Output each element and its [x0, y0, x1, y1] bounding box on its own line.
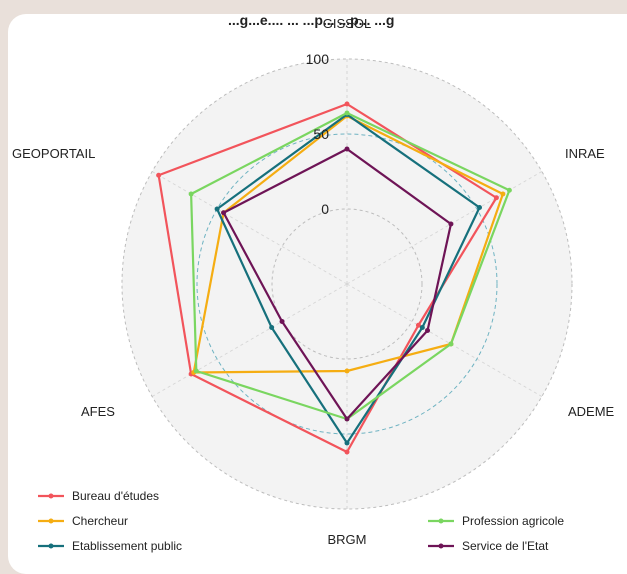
series-point: [344, 416, 350, 422]
series-point: [500, 191, 506, 197]
axis-label-geoportail: GEOPORTAIL: [12, 146, 95, 161]
legend: Bureau d'études Chercheur Etablissement pu…: [38, 489, 564, 553]
series-point: [188, 191, 194, 197]
axis-labels: GISSOL INRAE ADEME BRGM AFES GEOPORTAIL: [12, 16, 615, 547]
radial-tick-0: 0: [321, 201, 329, 217]
chart-title-partial: ...g...e.... ... ...p... ...p... ...g: [228, 12, 395, 28]
series-point: [344, 368, 350, 374]
series-point: [344, 449, 350, 455]
series-point: [344, 440, 350, 446]
series-point: [221, 210, 227, 216]
legend-swatch-dot: [438, 518, 444, 524]
series-point: [448, 221, 454, 227]
axis-label-brgm: BRGM: [328, 532, 367, 547]
series-point: [279, 319, 285, 324]
series-point: [269, 325, 275, 330]
series-point: [419, 325, 425, 330]
legend-label: Service de l'Etat: [462, 539, 549, 553]
legend-label: Chercheur: [72, 514, 128, 528]
series-point: [506, 187, 512, 193]
axis-label-gissol: GISSOL: [323, 16, 371, 31]
series-point: [156, 172, 162, 178]
legend-swatch-dot: [48, 518, 54, 524]
series-point: [214, 206, 220, 212]
series-point: [344, 110, 350, 116]
radar-spoke: [151, 171, 348, 285]
legend-label: Etablissement public: [72, 539, 182, 553]
radial-tick-50: 50: [313, 126, 329, 142]
axis-label-afes: AFES: [81, 404, 115, 419]
series-point: [493, 195, 499, 201]
radar-grid: [121, 58, 573, 510]
series-point: [477, 205, 483, 210]
radar-spoke: [346, 283, 543, 397]
series-point: [344, 101, 350, 107]
series-point: [415, 322, 421, 328]
series-point: [448, 341, 454, 347]
legend-label: Profession agricole: [462, 514, 564, 528]
axis-label-ademe: ADEME: [568, 404, 615, 419]
radial-tick-labels: 0 50 100: [306, 51, 330, 217]
series-layer: [156, 101, 512, 455]
ring-50: [196, 133, 498, 435]
ring-0: [271, 208, 423, 360]
legend-swatch-dot: [48, 543, 54, 549]
radar-spoke: [151, 283, 348, 397]
legend-label: Bureau d'études: [72, 489, 159, 503]
radar-chart: GISSOL INRAE ADEME BRGM AFES GEOPORTAIL 0 50 10…: [12, 16, 615, 553]
series-point: [193, 368, 199, 374]
legend-swatch-dot: [438, 543, 444, 549]
radial-tick-100: 100: [306, 51, 330, 67]
series-point: [425, 328, 431, 333]
ring-100: [121, 58, 573, 510]
axis-label-inrae: INRAE: [565, 146, 605, 161]
series-point: [344, 146, 350, 152]
legend-swatch-dot: [48, 493, 54, 499]
